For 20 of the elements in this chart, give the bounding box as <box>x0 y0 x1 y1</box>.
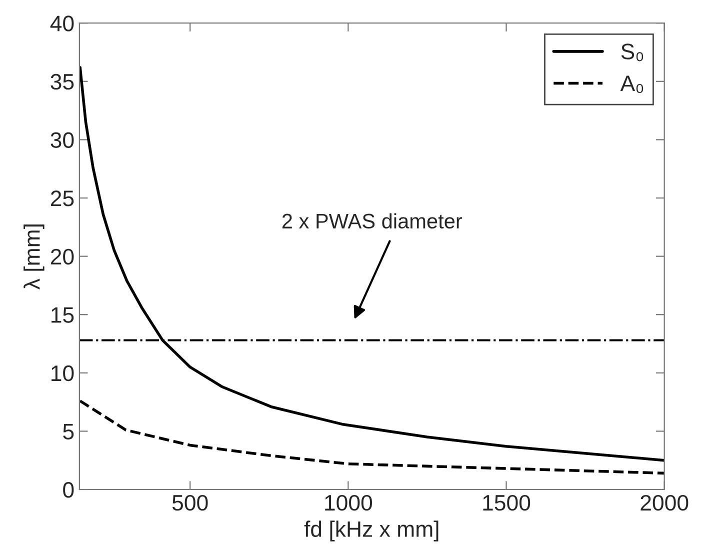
y-tick-label: 40 <box>50 16 74 32</box>
legend-label: S₀ <box>621 44 644 62</box>
y-tick-label: 10 <box>52 365 74 382</box>
x-axis-title: fd [kHz x mm] <box>304 520 438 542</box>
y-tick-label: 25 <box>50 190 74 206</box>
x-tick-label: 1500 <box>483 494 530 511</box>
x-tick-label: 2000 <box>640 494 688 511</box>
y-axis-title: λ [mm] <box>24 224 44 290</box>
x-tick-label: 500 <box>172 494 208 511</box>
x-tick-label: 1000 <box>325 494 372 511</box>
y-tick-label: 30 <box>50 132 74 148</box>
y-tick-label: 35 <box>50 74 74 90</box>
y-tick-label: 5 <box>63 424 74 440</box>
y-tick-label: 20 <box>50 248 74 265</box>
line-series <box>79 399 664 475</box>
y-tick-label: 0 <box>63 482 74 498</box>
line-series <box>79 66 664 462</box>
legend-label: A₀ <box>620 76 644 94</box>
annotation: 2 x PWAS diameter <box>282 213 462 229</box>
y-tick-label: 15 <box>52 307 74 323</box>
